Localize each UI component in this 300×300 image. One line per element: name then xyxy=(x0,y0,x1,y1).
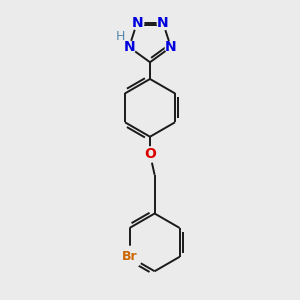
Text: N: N xyxy=(165,40,177,54)
Text: Br: Br xyxy=(122,250,137,263)
Text: O: O xyxy=(144,147,156,161)
Text: N: N xyxy=(157,16,169,30)
Text: N: N xyxy=(123,40,135,54)
Text: N: N xyxy=(131,16,143,30)
Text: H: H xyxy=(116,30,125,43)
